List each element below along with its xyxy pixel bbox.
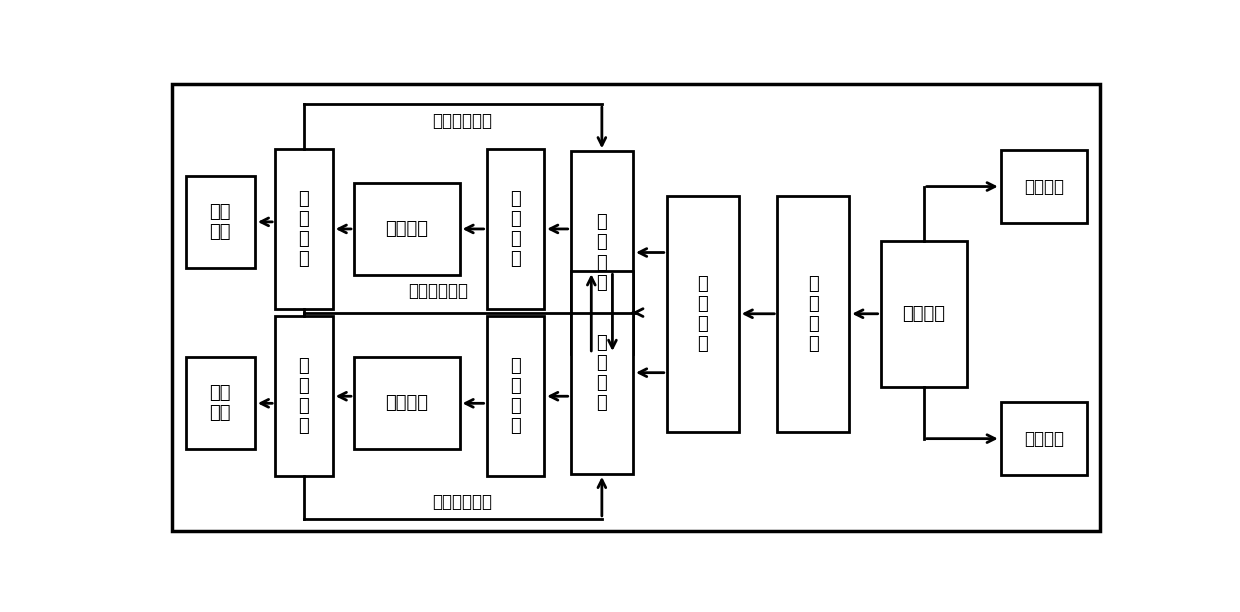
Text: 提
升
下
架: 提 升 下 架: [299, 190, 309, 268]
Bar: [1001, 402, 1087, 475]
Bar: [880, 241, 967, 387]
Text: 空气净化: 空气净化: [1024, 177, 1064, 196]
Text: 布
料
布
种: 布 料 布 种: [596, 214, 608, 292]
Bar: [486, 316, 544, 476]
Text: 立体养殖: 立体养殖: [386, 220, 428, 238]
Bar: [186, 176, 255, 268]
Text: 右幼种输送带: 右幼种输送带: [433, 493, 492, 511]
Text: 立体养殖: 立体养殖: [386, 394, 428, 412]
Bar: [777, 196, 849, 431]
Text: 密
封
储
料: 密 封 储 料: [697, 275, 708, 353]
Bar: [275, 149, 332, 309]
Text: 分离
打包: 分离 打包: [210, 384, 231, 422]
Bar: [353, 357, 460, 449]
Text: 混
合
搅
拌: 混 合 搅 拌: [808, 275, 818, 353]
Bar: [1001, 150, 1087, 223]
Bar: [486, 149, 544, 309]
Text: 污水处理: 污水处理: [1024, 430, 1064, 447]
Text: 布
料
布
种: 布 料 布 种: [596, 334, 608, 412]
Text: 分离
打包: 分离 打包: [210, 203, 231, 241]
Text: 提
升
上
架: 提 升 上 架: [510, 357, 521, 435]
Bar: [275, 316, 332, 476]
Text: 提
升
下
架: 提 升 下 架: [299, 357, 309, 435]
Text: 空盆回送轨道: 空盆回送轨道: [408, 282, 469, 300]
Bar: [667, 196, 739, 431]
Bar: [186, 357, 255, 449]
Bar: [353, 183, 460, 275]
Text: 左幼种输送带: 左幼种输送带: [433, 111, 492, 130]
Bar: [570, 271, 634, 474]
Text: 提
升
上
架: 提 升 上 架: [510, 190, 521, 268]
Bar: [570, 151, 634, 354]
Text: 分类卸料: 分类卸料: [903, 305, 945, 323]
